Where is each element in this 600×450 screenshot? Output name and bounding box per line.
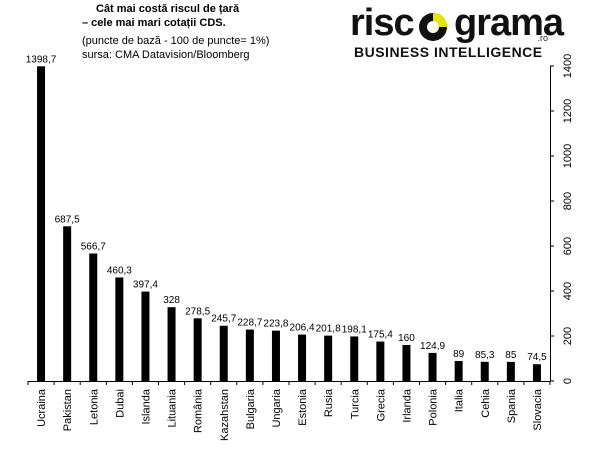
category-label: Italia	[454, 388, 466, 412]
category-label: Slovacia	[532, 388, 544, 430]
category-label: Pakistan	[62, 389, 74, 431]
data-label: 397,4	[133, 280, 158, 291]
bar-bulgaria	[245, 329, 254, 381]
logo-ring-icon	[419, 13, 447, 41]
logo-domain: .ro	[537, 33, 548, 43]
category-label: Grecia	[375, 388, 387, 421]
category-label: Polonia	[428, 388, 440, 426]
logo-word-right: grama	[454, 2, 564, 44]
riscograma-logo: risc grama .ro BUSINESS INTELLIGENCE	[348, 2, 564, 62]
bar-kazahstan	[219, 325, 228, 381]
category-label: Ucraina	[36, 388, 48, 427]
y-tick-label: 400	[562, 282, 574, 300]
data-label: 206,4	[290, 323, 315, 334]
category-label: Ungaria	[271, 388, 283, 427]
y-tick-label: 800	[562, 192, 574, 210]
bar-grecia	[376, 341, 385, 381]
chart-units-note: (puncte de bază - 100 de puncte= 1%)	[82, 35, 270, 47]
category-label: Estonia	[297, 388, 309, 426]
category-label: Islanda	[140, 388, 152, 424]
bar-estonia	[298, 334, 307, 381]
bar-dubai	[115, 277, 124, 381]
bar-letonia	[89, 253, 98, 381]
category-label: Letonia	[88, 388, 100, 425]
data-label: 85	[505, 350, 517, 361]
y-tick-label: 0	[562, 378, 574, 384]
data-label: 74,5	[527, 352, 547, 363]
bar-românia	[193, 318, 202, 381]
bar-spania	[506, 361, 515, 381]
logo-tagline: BUSINESS INTELLIGENCE	[354, 44, 543, 60]
data-label: 245,7	[211, 314, 236, 325]
data-label: 160	[398, 333, 415, 344]
category-label: Turcia	[349, 388, 361, 419]
bar-polonia	[428, 352, 437, 381]
category-label: Lituania	[167, 388, 179, 427]
category-label: Irlanda	[401, 388, 413, 423]
data-label: 1398,7	[26, 54, 57, 65]
data-label: 460,3	[107, 265, 132, 276]
data-label: 687,5	[55, 214, 80, 225]
bar-cehia	[480, 361, 489, 381]
data-label: 175,4	[368, 330, 393, 341]
y-tick-label: 600	[562, 237, 574, 255]
data-label: 89	[453, 349, 465, 360]
category-label: Spania	[506, 388, 518, 423]
data-label: 328	[163, 295, 180, 306]
y-tick-label: 1200	[562, 99, 574, 123]
bar-turcia	[350, 336, 359, 381]
bar-lituania	[167, 307, 176, 381]
bar-slovacia	[532, 364, 541, 381]
category-label: Dubai	[114, 389, 126, 418]
category-label: Kazahstan	[219, 389, 231, 441]
y-tick-label: 1400	[562, 54, 574, 78]
chart-source: sursa: CMA Datavision/Bloomberg	[82, 49, 250, 61]
bar-italia	[454, 360, 463, 381]
data-label: 85,3	[475, 350, 495, 361]
category-label: Bulgaria	[245, 388, 257, 429]
data-label: 198,1	[342, 324, 367, 335]
bar-pakistan	[63, 226, 72, 381]
category-label: Cehia	[480, 388, 492, 418]
logo-word-left: risc	[350, 2, 415, 44]
data-label: 278,5	[185, 306, 210, 317]
chart-title-line-2: – cele mai mari cotații CDS.	[82, 17, 226, 29]
data-label: 124,9	[420, 341, 445, 352]
data-label: 223,8	[263, 319, 288, 330]
chart-title-line-1: Cât mai costă riscul de țară	[96, 3, 240, 15]
bar-ucraina	[37, 66, 46, 381]
bar-ungaria	[271, 330, 280, 381]
y-tick-label: 1000	[562, 144, 574, 168]
bar-islanda	[141, 291, 150, 381]
data-label: 228,7	[237, 318, 262, 329]
y-tick-label: 200	[562, 327, 574, 345]
bar-rusia	[324, 335, 333, 381]
category-label: Rusia	[323, 388, 335, 417]
category-label: România	[193, 388, 205, 433]
data-label: 201,8	[316, 324, 341, 335]
bar-irlanda	[402, 345, 411, 381]
data-label: 566,7	[81, 241, 106, 252]
